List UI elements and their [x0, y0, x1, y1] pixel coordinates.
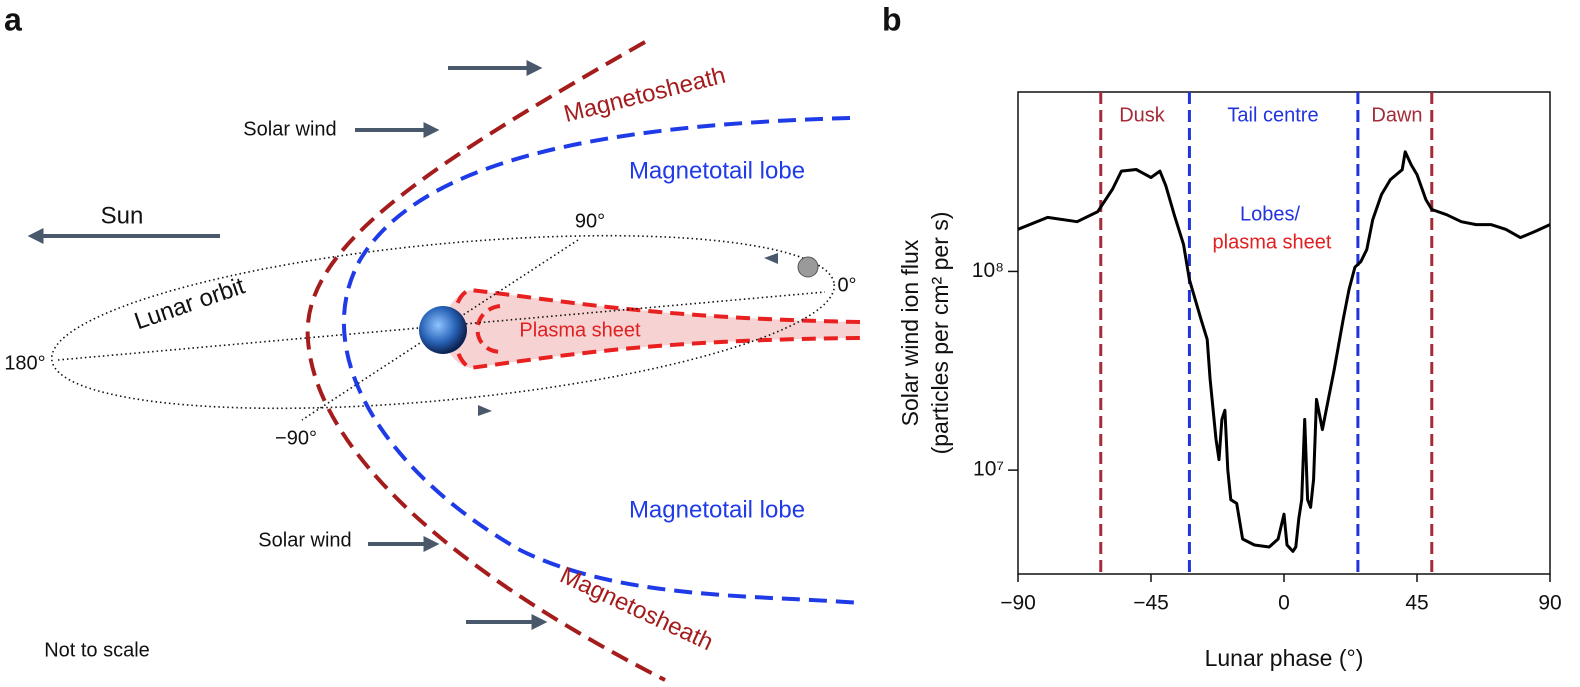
plasma-sheet-label: Plasma sheet — [519, 319, 641, 341]
panel-label: a — [4, 1, 22, 37]
x-tick-label: 0 — [1278, 592, 1290, 615]
plasma-sheet-inner — [475, 304, 501, 354]
lunar-orbit — [50, 234, 836, 410]
x-tick-label: 45 — [1405, 592, 1428, 615]
diagram: a Sun Solar wind Solar wind Magnetosheat… — [4, 1, 861, 682]
sun-label: Sun — [101, 202, 144, 229]
magnetosheath-boundary — [305, 40, 666, 682]
region-label: Lobes/ — [1240, 203, 1300, 225]
orbit-arrow — [764, 253, 778, 264]
x-tick-label: 90 — [1538, 592, 1561, 615]
region-label: Dawn — [1371, 104, 1422, 126]
x-axis-label: Lunar phase (°) — [1205, 645, 1364, 671]
plasma-sheet-boundary — [451, 287, 861, 371]
phase-label: 180° — [4, 352, 45, 374]
solar-wind-label: Solar wind — [243, 118, 336, 140]
x-tick-label: −90 — [1000, 592, 1036, 615]
orbit-arrow — [478, 405, 492, 416]
panel-label: b — [882, 1, 902, 37]
magnetosheath-label: Magnetosheath — [561, 62, 728, 128]
y-axis-label: Solar wind ion flux — [897, 239, 923, 426]
plot-frame — [1017, 91, 1551, 575]
phase-label: 90° — [575, 210, 605, 232]
solar-wind-label: Solar wind — [258, 529, 351, 551]
phase-label: 0° — [837, 274, 856, 296]
lobe-label: Magnetotail lobe — [629, 157, 805, 184]
y-tick-label: 10⁷ — [973, 458, 1004, 481]
flux-line — [1017, 150, 1551, 553]
scale-note: Not to scale — [44, 639, 150, 661]
orbit-label: Lunar orbit — [131, 272, 249, 335]
phase-line — [301, 239, 579, 421]
moon — [797, 256, 819, 278]
plasma-sheet-region — [443, 290, 860, 368]
y-tick-label: 10⁸ — [972, 259, 1004, 282]
x-tick-label: −45 — [1133, 592, 1169, 615]
region-label: Dusk — [1119, 104, 1166, 126]
y-axis-label: (particles per cm² per s) — [927, 212, 953, 455]
region-label: plasma sheet — [1213, 231, 1332, 253]
magnetopause-boundary — [342, 116, 861, 605]
chart: b Lunar phase (°) Solar wind ion flux (p… — [882, 1, 1562, 671]
region-label: Tail centre — [1227, 104, 1318, 126]
phase-label: −90° — [275, 427, 317, 449]
earth — [419, 306, 467, 354]
magnetosheath-label: Magnetosheath — [556, 562, 717, 656]
lobe-label: Magnetotail lobe — [629, 496, 805, 523]
